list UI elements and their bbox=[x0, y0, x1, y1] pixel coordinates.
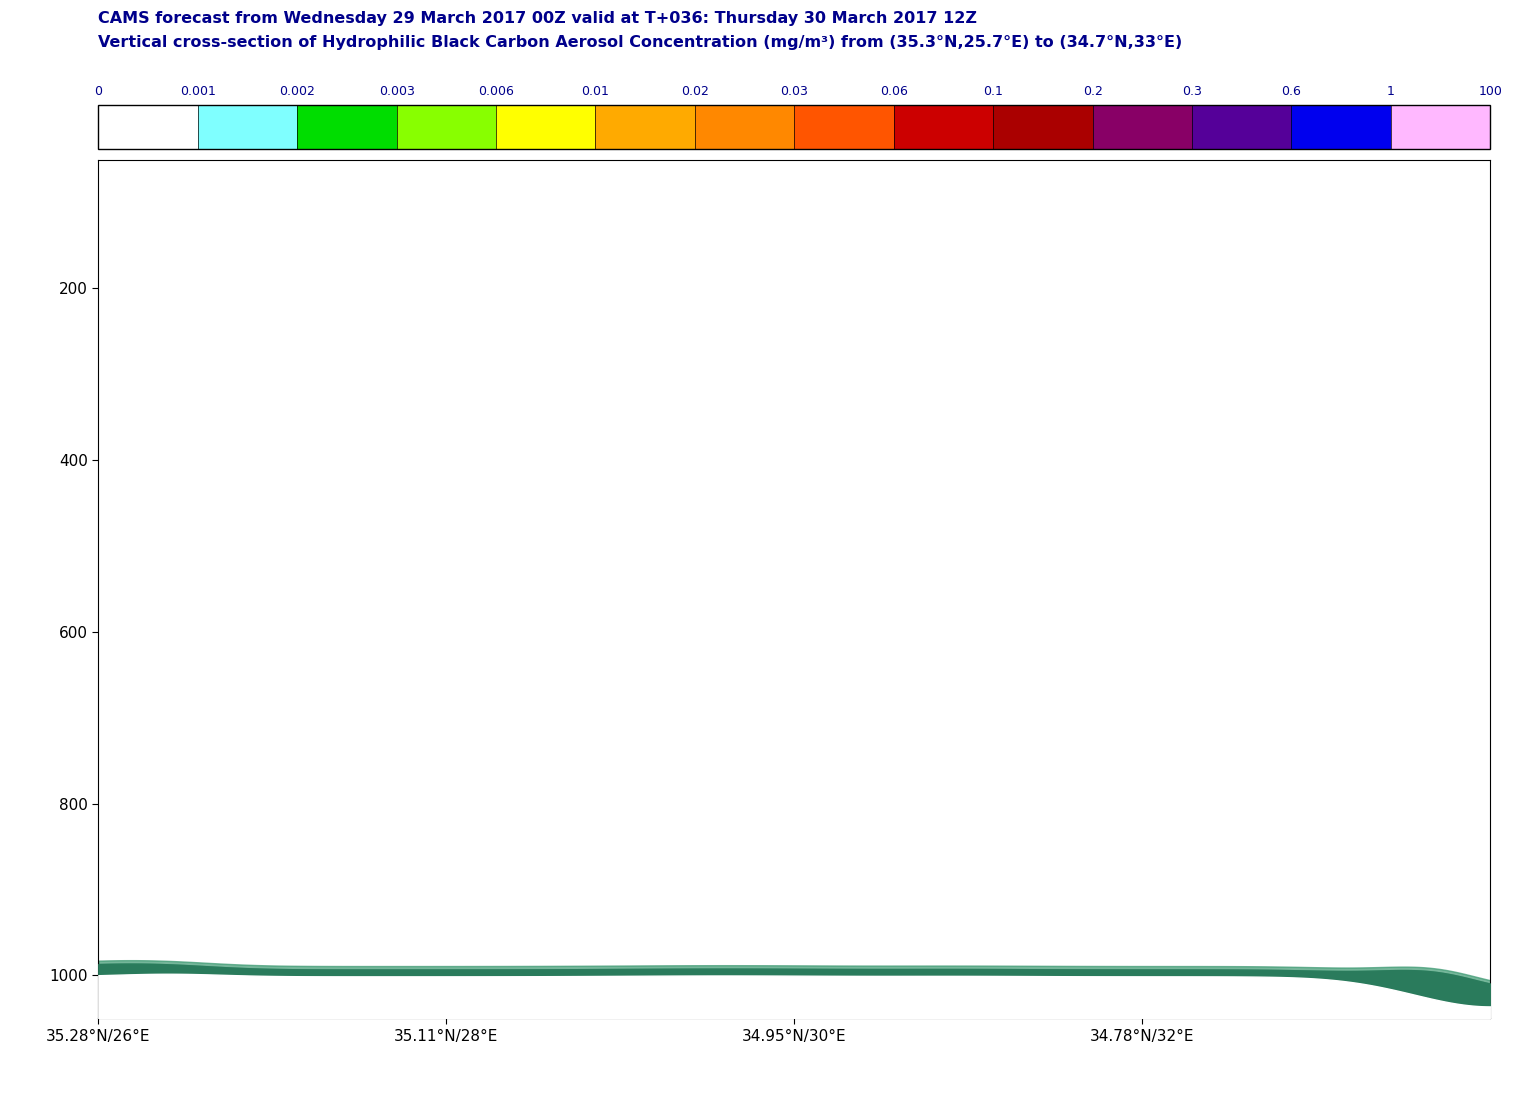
Bar bbox=[98, 105, 198, 149]
Text: 0.6: 0.6 bbox=[1282, 85, 1301, 98]
Text: 0.001: 0.001 bbox=[180, 85, 216, 98]
Text: 0.06: 0.06 bbox=[881, 85, 908, 98]
Text: 0.01: 0.01 bbox=[581, 85, 610, 98]
Text: 0.3: 0.3 bbox=[1182, 85, 1201, 98]
Bar bbox=[694, 105, 794, 149]
Text: CAMS forecast from Wednesday 29 March 2017 00Z valid at T+036: Thursday 30 March: CAMS forecast from Wednesday 29 March 20… bbox=[98, 11, 977, 26]
Bar bbox=[496, 105, 596, 149]
Bar bbox=[894, 105, 993, 149]
Bar bbox=[198, 105, 297, 149]
Text: 100: 100 bbox=[1478, 85, 1502, 98]
Text: 0.006: 0.006 bbox=[478, 85, 514, 98]
Bar bbox=[993, 105, 1092, 149]
Text: 0.02: 0.02 bbox=[681, 85, 708, 98]
Text: 0.2: 0.2 bbox=[1083, 85, 1103, 98]
Bar bbox=[396, 105, 496, 149]
Text: 0.1: 0.1 bbox=[983, 85, 1003, 98]
Text: 0.002: 0.002 bbox=[280, 85, 315, 98]
Text: 0: 0 bbox=[94, 85, 103, 98]
Bar bbox=[1092, 105, 1192, 149]
Bar bbox=[1390, 105, 1490, 149]
Text: Vertical cross-section of Hydrophilic Black Carbon Aerosol Concentration (mg/m³): Vertical cross-section of Hydrophilic Bl… bbox=[98, 35, 1183, 51]
Bar bbox=[1192, 105, 1292, 149]
Text: 1: 1 bbox=[1387, 85, 1395, 98]
Text: 0.003: 0.003 bbox=[378, 85, 415, 98]
Bar bbox=[297, 105, 396, 149]
Bar bbox=[794, 105, 894, 149]
Text: 0.03: 0.03 bbox=[781, 85, 808, 98]
Bar bbox=[1292, 105, 1390, 149]
Bar bbox=[596, 105, 694, 149]
